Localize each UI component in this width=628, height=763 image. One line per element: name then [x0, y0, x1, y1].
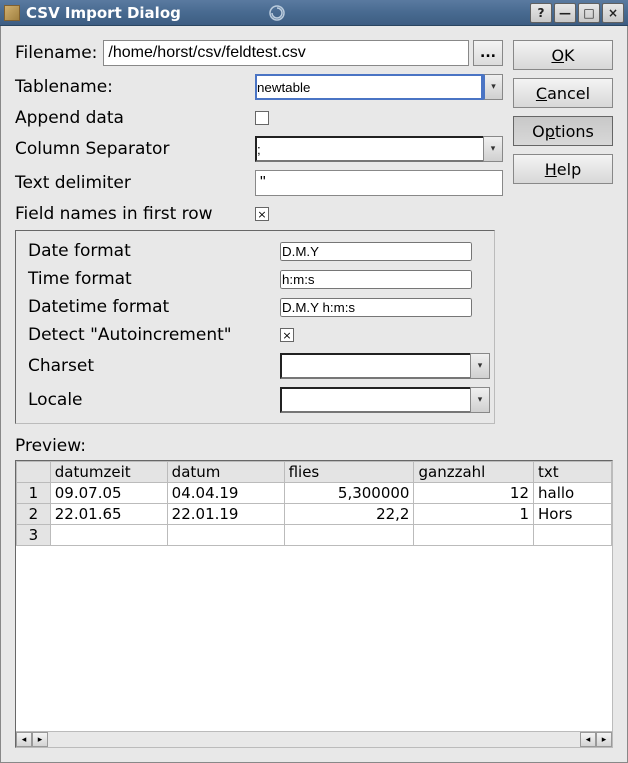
- column-header[interactable]: txt: [534, 462, 612, 483]
- rowhead-header[interactable]: [17, 462, 51, 483]
- app-icon: [4, 5, 20, 21]
- table-row: 222.01.6522.01.1922,21Hors: [17, 504, 612, 525]
- row-number[interactable]: 2: [17, 504, 51, 525]
- row-number[interactable]: 3: [17, 525, 51, 546]
- table-row: 3: [17, 525, 612, 546]
- column-header[interactable]: ganzzahl: [414, 462, 534, 483]
- scroll-left-button[interactable]: ◂: [16, 732, 32, 747]
- cell[interactable]: 12: [414, 483, 534, 504]
- timeformat-input[interactable]: [280, 270, 472, 289]
- datetimeformat-input[interactable]: [280, 298, 472, 317]
- column-header[interactable]: flies: [284, 462, 414, 483]
- cancel-button[interactable]: Cancel: [513, 78, 613, 108]
- titlebar[interactable]: CSV Import Dialog ? — □ ×: [0, 0, 628, 26]
- timeformat-label: Time format: [28, 269, 280, 289]
- cell[interactable]: 22.01.19: [167, 504, 284, 525]
- textdelim-input[interactable]: [255, 170, 503, 196]
- fieldnames-checkbox[interactable]: ×: [255, 207, 269, 221]
- horizontal-scrollbar[interactable]: ◂ ▸ ◂ ▸: [16, 731, 612, 747]
- cell[interactable]: 5,300000: [284, 483, 414, 504]
- tablename-input[interactable]: [255, 74, 483, 100]
- cell[interactable]: [534, 525, 612, 546]
- dateformat-label: Date format: [28, 241, 280, 261]
- cell[interactable]: [284, 525, 414, 546]
- preview-table: datumzeitdatumfliesganzzahltxt 109.07.05…: [16, 461, 612, 546]
- fieldnames-label: Field names in first row: [15, 204, 255, 224]
- cell[interactable]: 09.07.05: [50, 483, 167, 504]
- ok-button[interactable]: OK: [513, 40, 613, 70]
- help-titlebar-button[interactable]: ?: [530, 3, 552, 23]
- preview-table-wrap: datumzeitdatumfliesganzzahltxt 109.07.05…: [15, 460, 613, 748]
- maximize-button[interactable]: □: [578, 3, 600, 23]
- locale-dropdown[interactable]: ▾: [470, 387, 490, 413]
- table-row: 109.07.0504.04.195,30000012hallo: [17, 483, 612, 504]
- detectauto-checkbox[interactable]: ×: [280, 328, 294, 342]
- cell[interactable]: hallo: [534, 483, 612, 504]
- cell[interactable]: [414, 525, 534, 546]
- dateformat-input[interactable]: [280, 242, 472, 261]
- column-header[interactable]: datum: [167, 462, 284, 483]
- cell[interactable]: Hors: [534, 504, 612, 525]
- scroll-right2-button[interactable]: ◂: [580, 732, 596, 747]
- locale-input[interactable]: [280, 387, 470, 413]
- column-header[interactable]: datumzeit: [50, 462, 167, 483]
- detectauto-label: Detect "Autoincrement": [28, 325, 280, 345]
- window-title: CSV Import Dialog: [26, 4, 266, 22]
- tablename-label: Tablename:: [15, 77, 255, 97]
- charset-input[interactable]: [280, 353, 470, 379]
- cell[interactable]: 22,2: [284, 504, 414, 525]
- cell[interactable]: [50, 525, 167, 546]
- format-groupbox: Date format Time format Datetime format …: [15, 230, 495, 424]
- browse-button[interactable]: ...: [473, 40, 503, 66]
- scroll-right-button[interactable]: ▸: [596, 732, 612, 747]
- csv-import-dialog: CSV Import Dialog ? — □ × Filename: ... …: [0, 0, 628, 763]
- filename-input[interactable]: [103, 40, 469, 66]
- colsep-input[interactable]: [255, 136, 483, 162]
- tablename-dropdown[interactable]: ▾: [483, 74, 503, 100]
- cell[interactable]: 22.01.65: [50, 504, 167, 525]
- close-button[interactable]: ×: [602, 3, 624, 23]
- charset-label: Charset: [28, 356, 280, 376]
- charset-dropdown[interactable]: ▾: [470, 353, 490, 379]
- cell[interactable]: 04.04.19: [167, 483, 284, 504]
- cell[interactable]: 1: [414, 504, 534, 525]
- append-checkbox[interactable]: [255, 111, 269, 125]
- dialog-content: Filename: ... Tablename: ▾ Append data: [0, 26, 628, 763]
- locale-label: Locale: [28, 390, 280, 410]
- cell[interactable]: [167, 525, 284, 546]
- options-button[interactable]: Options: [513, 116, 613, 146]
- row-number[interactable]: 1: [17, 483, 51, 504]
- scroll-left2-button[interactable]: ▸: [32, 732, 48, 747]
- help-button[interactable]: Help: [513, 154, 613, 184]
- colsep-label: Column Separator: [15, 139, 255, 159]
- colsep-dropdown[interactable]: ▾: [483, 136, 503, 162]
- minimize-button[interactable]: —: [554, 3, 576, 23]
- append-label: Append data: [15, 108, 255, 128]
- swirl-icon: [266, 2, 288, 24]
- datetimeformat-label: Datetime format: [28, 297, 280, 317]
- textdelim-label: Text delimiter: [15, 173, 255, 193]
- preview-label: Preview:: [15, 436, 613, 456]
- filename-label: Filename:: [15, 43, 97, 63]
